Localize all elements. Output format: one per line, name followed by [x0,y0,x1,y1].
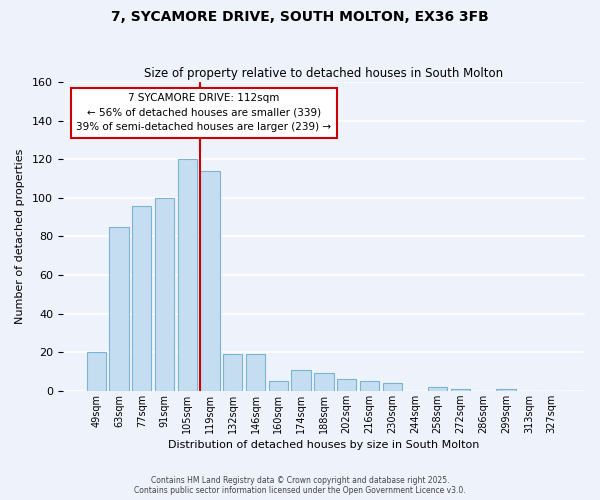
Title: Size of property relative to detached houses in South Molton: Size of property relative to detached ho… [145,66,503,80]
Text: Contains HM Land Registry data © Crown copyright and database right 2025.
Contai: Contains HM Land Registry data © Crown c… [134,476,466,495]
Bar [246,354,265,391]
Bar [155,198,174,391]
Bar [109,227,128,391]
X-axis label: Distribution of detached houses by size in South Molton: Distribution of detached houses by size … [168,440,479,450]
Bar [383,383,402,391]
Bar [314,374,334,391]
Bar [360,381,379,391]
Text: 7, SYCAMORE DRIVE, SOUTH MOLTON, EX36 3FB: 7, SYCAMORE DRIVE, SOUTH MOLTON, EX36 3F… [111,10,489,24]
Bar [428,387,448,391]
Bar [269,381,288,391]
Bar [337,379,356,391]
Bar [200,171,220,391]
Bar [496,389,516,391]
Bar [86,352,106,391]
Bar [223,354,242,391]
Y-axis label: Number of detached properties: Number of detached properties [15,148,25,324]
Bar [292,370,311,391]
Text: 7 SYCAMORE DRIVE: 112sqm
← 56% of detached houses are smaller (339)
39% of semi-: 7 SYCAMORE DRIVE: 112sqm ← 56% of detach… [76,93,331,132]
Bar [451,389,470,391]
Bar [178,159,197,391]
Bar [132,206,151,391]
